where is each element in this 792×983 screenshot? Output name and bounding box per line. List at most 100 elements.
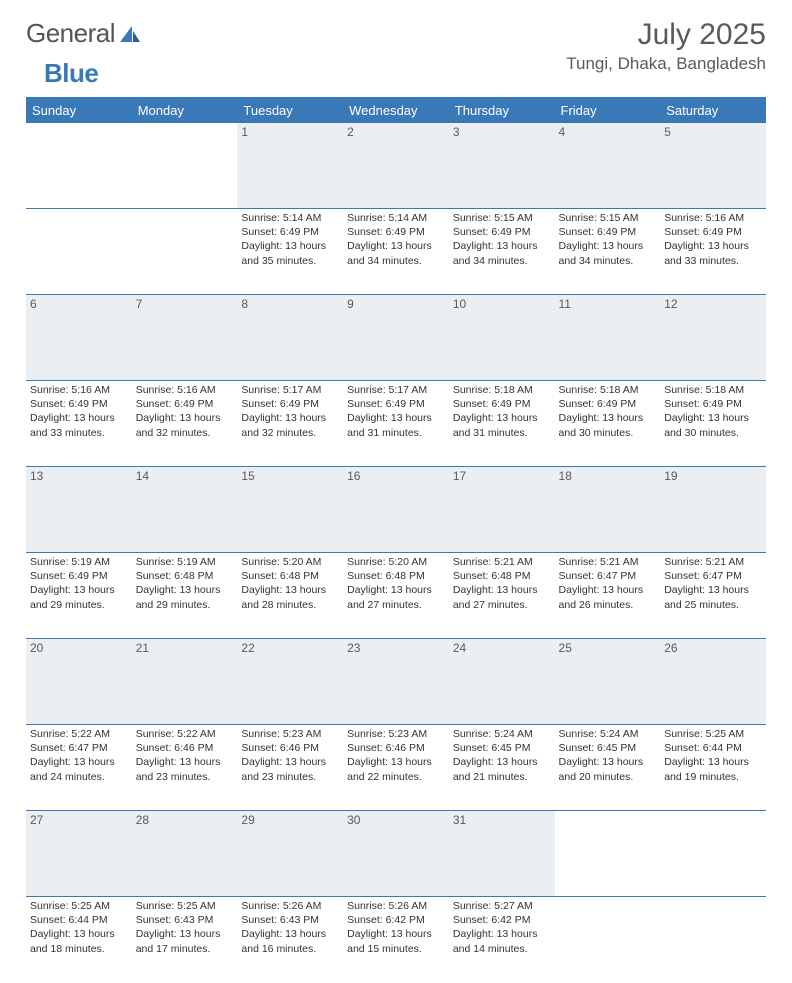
day-number-cell: 5 — [660, 123, 766, 209]
day-number-cell: 27 — [26, 811, 132, 897]
week-daynum-row: 6789101112 — [26, 295, 766, 381]
day-number-cell: 23 — [343, 639, 449, 725]
day-number-cell: 21 — [132, 639, 238, 725]
day-cell: Sunrise: 5:25 AMSunset: 6:44 PMDaylight:… — [26, 897, 132, 983]
day-cell: Sunrise: 5:26 AMSunset: 6:43 PMDaylight:… — [237, 897, 343, 983]
day-detail: Sunrise: 5:18 AMSunset: 6:49 PMDaylight:… — [559, 383, 657, 440]
day-detail: Sunrise: 5:15 AMSunset: 6:49 PMDaylight:… — [559, 211, 657, 268]
day-cell: Sunrise: 5:23 AMSunset: 6:46 PMDaylight:… — [343, 725, 449, 811]
day-detail: Sunrise: 5:21 AMSunset: 6:47 PMDaylight:… — [559, 555, 657, 612]
day-cell: Sunrise: 5:17 AMSunset: 6:49 PMDaylight:… — [237, 381, 343, 467]
day-number-cell: 8 — [237, 295, 343, 381]
weekday-header: Sunday — [26, 99, 132, 123]
day-detail: Sunrise: 5:26 AMSunset: 6:43 PMDaylight:… — [241, 899, 339, 956]
weekday-header: Wednesday — [343, 99, 449, 123]
day-cell — [26, 209, 132, 295]
day-number-cell: 18 — [555, 467, 661, 553]
day-detail: Sunrise: 5:24 AMSunset: 6:45 PMDaylight:… — [453, 727, 551, 784]
day-detail: Sunrise: 5:18 AMSunset: 6:49 PMDaylight:… — [664, 383, 762, 440]
day-cell — [660, 897, 766, 983]
day-detail: Sunrise: 5:19 AMSunset: 6:48 PMDaylight:… — [136, 555, 234, 612]
day-number-cell: 2 — [343, 123, 449, 209]
day-detail: Sunrise: 5:27 AMSunset: 6:42 PMDaylight:… — [453, 899, 551, 956]
day-cell: Sunrise: 5:21 AMSunset: 6:48 PMDaylight:… — [449, 553, 555, 639]
day-detail: Sunrise: 5:23 AMSunset: 6:46 PMDaylight:… — [347, 727, 445, 784]
day-number-cell — [132, 123, 238, 209]
day-number-cell: 24 — [449, 639, 555, 725]
day-cell: Sunrise: 5:21 AMSunset: 6:47 PMDaylight:… — [555, 553, 661, 639]
day-number-cell: 13 — [26, 467, 132, 553]
month-title: July 2025 — [566, 18, 766, 52]
day-number-cell: 20 — [26, 639, 132, 725]
day-number-cell: 9 — [343, 295, 449, 381]
week-daynum-row: 12345 — [26, 123, 766, 209]
day-number-cell: 19 — [660, 467, 766, 553]
day-cell: Sunrise: 5:18 AMSunset: 6:49 PMDaylight:… — [660, 381, 766, 467]
day-detail: Sunrise: 5:21 AMSunset: 6:48 PMDaylight:… — [453, 555, 551, 612]
day-number-cell: 30 — [343, 811, 449, 897]
day-detail: Sunrise: 5:14 AMSunset: 6:49 PMDaylight:… — [347, 211, 445, 268]
week-content-row: Sunrise: 5:25 AMSunset: 6:44 PMDaylight:… — [26, 897, 766, 983]
day-cell: Sunrise: 5:17 AMSunset: 6:49 PMDaylight:… — [343, 381, 449, 467]
day-cell — [132, 209, 238, 295]
weekday-header-row: SundayMondayTuesdayWednesdayThursdayFrid… — [26, 99, 766, 123]
day-number-cell: 25 — [555, 639, 661, 725]
day-cell: Sunrise: 5:21 AMSunset: 6:47 PMDaylight:… — [660, 553, 766, 639]
week-daynum-row: 2728293031 — [26, 811, 766, 897]
day-detail: Sunrise: 5:20 AMSunset: 6:48 PMDaylight:… — [241, 555, 339, 612]
day-detail: Sunrise: 5:17 AMSunset: 6:49 PMDaylight:… — [241, 383, 339, 440]
day-cell: Sunrise: 5:22 AMSunset: 6:47 PMDaylight:… — [26, 725, 132, 811]
day-number-cell: 7 — [132, 295, 238, 381]
week-content-row: Sunrise: 5:16 AMSunset: 6:49 PMDaylight:… — [26, 381, 766, 467]
day-cell: Sunrise: 5:25 AMSunset: 6:43 PMDaylight:… — [132, 897, 238, 983]
location: Tungi, Dhaka, Bangladesh — [566, 54, 766, 74]
day-cell: Sunrise: 5:27 AMSunset: 6:42 PMDaylight:… — [449, 897, 555, 983]
day-cell: Sunrise: 5:26 AMSunset: 6:42 PMDaylight:… — [343, 897, 449, 983]
day-cell: Sunrise: 5:22 AMSunset: 6:46 PMDaylight:… — [132, 725, 238, 811]
week-daynum-row: 13141516171819 — [26, 467, 766, 553]
day-cell — [555, 897, 661, 983]
day-number-cell: 3 — [449, 123, 555, 209]
day-detail: Sunrise: 5:23 AMSunset: 6:46 PMDaylight:… — [241, 727, 339, 784]
day-number-cell: 11 — [555, 295, 661, 381]
day-cell: Sunrise: 5:15 AMSunset: 6:49 PMDaylight:… — [555, 209, 661, 295]
brand-second: Blue — [44, 58, 98, 89]
day-cell: Sunrise: 5:18 AMSunset: 6:49 PMDaylight:… — [555, 381, 661, 467]
day-detail: Sunrise: 5:20 AMSunset: 6:48 PMDaylight:… — [347, 555, 445, 612]
day-cell: Sunrise: 5:19 AMSunset: 6:49 PMDaylight:… — [26, 553, 132, 639]
day-cell: Sunrise: 5:14 AMSunset: 6:49 PMDaylight:… — [237, 209, 343, 295]
day-cell: Sunrise: 5:24 AMSunset: 6:45 PMDaylight:… — [555, 725, 661, 811]
weekday-header: Saturday — [660, 99, 766, 123]
week-content-row: Sunrise: 5:22 AMSunset: 6:47 PMDaylight:… — [26, 725, 766, 811]
weekday-header: Friday — [555, 99, 661, 123]
day-number-cell: 12 — [660, 295, 766, 381]
day-detail: Sunrise: 5:15 AMSunset: 6:49 PMDaylight:… — [453, 211, 551, 268]
day-cell: Sunrise: 5:24 AMSunset: 6:45 PMDaylight:… — [449, 725, 555, 811]
day-number-cell: 1 — [237, 123, 343, 209]
day-detail: Sunrise: 5:19 AMSunset: 6:49 PMDaylight:… — [30, 555, 128, 612]
week-daynum-row: 20212223242526 — [26, 639, 766, 725]
weekday-header: Tuesday — [237, 99, 343, 123]
day-cell: Sunrise: 5:16 AMSunset: 6:49 PMDaylight:… — [660, 209, 766, 295]
day-cell: Sunrise: 5:16 AMSunset: 6:49 PMDaylight:… — [132, 381, 238, 467]
title-block: July 2025 Tungi, Dhaka, Bangladesh — [566, 18, 766, 74]
day-detail: Sunrise: 5:17 AMSunset: 6:49 PMDaylight:… — [347, 383, 445, 440]
day-detail: Sunrise: 5:18 AMSunset: 6:49 PMDaylight:… — [453, 383, 551, 440]
day-number-cell: 15 — [237, 467, 343, 553]
day-detail: Sunrise: 5:25 AMSunset: 6:43 PMDaylight:… — [136, 899, 234, 956]
day-detail: Sunrise: 5:26 AMSunset: 6:42 PMDaylight:… — [347, 899, 445, 956]
day-number-cell: 26 — [660, 639, 766, 725]
day-number-cell: 14 — [132, 467, 238, 553]
calendar-table: SundayMondayTuesdayWednesdayThursdayFrid… — [26, 99, 766, 983]
day-number-cell: 10 — [449, 295, 555, 381]
day-detail: Sunrise: 5:16 AMSunset: 6:49 PMDaylight:… — [136, 383, 234, 440]
weekday-header: Thursday — [449, 99, 555, 123]
day-number-cell: 29 — [237, 811, 343, 897]
day-detail: Sunrise: 5:16 AMSunset: 6:49 PMDaylight:… — [664, 211, 762, 268]
day-number-cell: 4 — [555, 123, 661, 209]
day-number-cell: 17 — [449, 467, 555, 553]
day-number-cell: 16 — [343, 467, 449, 553]
day-detail: Sunrise: 5:21 AMSunset: 6:47 PMDaylight:… — [664, 555, 762, 612]
day-detail: Sunrise: 5:25 AMSunset: 6:44 PMDaylight:… — [664, 727, 762, 784]
day-number-cell — [660, 811, 766, 897]
